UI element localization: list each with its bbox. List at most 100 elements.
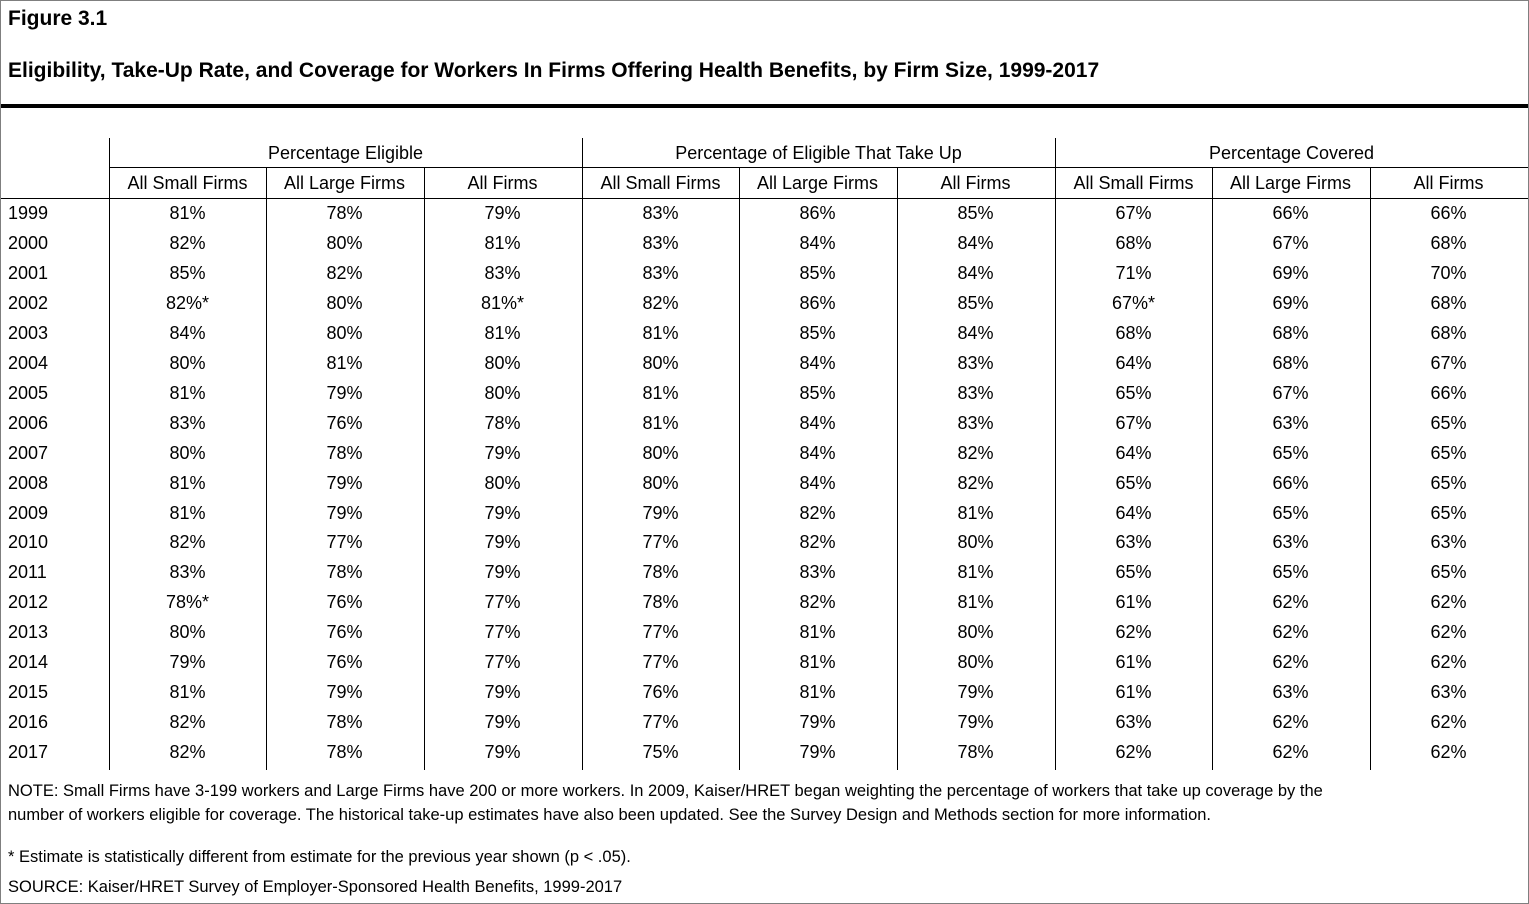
table-cell: 85%	[169, 262, 206, 283]
note-line-1: NOTE: Small Firms have 3-199 workers and…	[8, 782, 1323, 800]
row-year-label: 2016	[8, 712, 49, 733]
table-cell: 79%	[484, 562, 521, 583]
table-cell: 70%	[1430, 262, 1467, 283]
table-cell: 85%	[799, 322, 836, 343]
table-cell: 82%	[169, 532, 206, 553]
table-cell: 79%	[326, 502, 363, 523]
column-header: All Large Firms	[283, 173, 406, 193]
table-cell: 80%	[957, 652, 994, 673]
table-cell: 81%	[484, 322, 521, 343]
table-cell: 82%	[169, 232, 206, 253]
note-line-2: number of workers eligible for coverage.…	[8, 806, 1212, 824]
table-cell: 85%	[957, 292, 994, 313]
table-cell: 67%	[1115, 203, 1152, 223]
table-cell: 79%	[484, 742, 521, 763]
table-cell: 80%	[484, 382, 521, 403]
table-cell: 78%*	[165, 592, 210, 613]
group-underline	[110, 167, 582, 168]
table-cell: 67%*	[1111, 292, 1156, 313]
table-cell: 81%	[799, 682, 836, 703]
table-cell: 82%	[642, 292, 679, 313]
table-cell: 83%	[169, 562, 206, 583]
table-cell: 63%	[1272, 532, 1309, 553]
table-cell: 67%	[1430, 352, 1467, 373]
table-cell: 76%	[326, 622, 363, 643]
table-cell: 62%	[1430, 622, 1467, 643]
table-cell: 76%	[326, 652, 363, 673]
table-cell: 62%	[1272, 622, 1309, 643]
table-cell: 79%	[957, 682, 994, 703]
table-cell: 78%	[326, 712, 363, 733]
table-cell: 69%	[1272, 262, 1309, 283]
table-cell: 79%	[642, 502, 679, 523]
table-cell: 79%	[484, 712, 521, 733]
table-cell: 80%	[169, 622, 206, 643]
table-cell: 76%	[326, 592, 363, 613]
figure-title: Eligibility, Take-Up Rate, and Coverage …	[8, 59, 1100, 82]
table-cell: 81%	[642, 382, 679, 403]
table-cell: 84%	[799, 232, 836, 253]
row-year-label: 2002	[8, 292, 49, 313]
table-cell: 77%	[326, 532, 363, 553]
column-header: All Large Firms	[1229, 173, 1352, 193]
column-separator-line	[424, 168, 425, 770]
table-cell: 79%	[799, 712, 836, 733]
table-cell: 65%	[1430, 472, 1467, 493]
row-year-label: 2006	[8, 412, 49, 433]
row-year-label: 2011	[8, 562, 47, 583]
table-cell: 65%	[1430, 502, 1467, 523]
table-cell: 61%	[1115, 592, 1152, 613]
table-cell: 79%	[326, 382, 363, 403]
table-cell: 84%	[957, 262, 994, 283]
table-cell: 80%	[642, 352, 679, 373]
table-cell: 81%	[957, 502, 994, 523]
table-cell: 62%	[1272, 712, 1309, 733]
table-cell: 79%	[484, 532, 521, 553]
table-cell: 82%	[169, 742, 206, 763]
row-year-label: 2015	[8, 682, 49, 703]
table-cell: 81%	[169, 203, 206, 223]
table-cell: 82%	[799, 502, 836, 523]
column-header: All Small Firms	[1073, 173, 1194, 193]
table-cell: 83%	[957, 352, 994, 373]
table-cell: 78%	[957, 742, 994, 763]
table-cell: 82%	[957, 442, 994, 463]
table-cell: 62%	[1430, 712, 1467, 733]
table-cell: 65%	[1430, 442, 1467, 463]
column-separator-line	[1212, 168, 1213, 770]
table-cell: 66%	[1430, 203, 1467, 223]
table-cell: 78%	[642, 592, 679, 613]
table-cell: 71%	[1115, 262, 1152, 283]
group-separator-line	[582, 138, 583, 770]
table-cell: 79%	[484, 502, 521, 523]
table-cell: 62%	[1272, 742, 1309, 763]
group-separator-line	[109, 138, 110, 770]
table-cell: 81%	[642, 412, 679, 433]
table-cell: 79%	[484, 442, 521, 463]
table-cell: 81%	[484, 232, 521, 253]
table-cell: 82%	[799, 592, 836, 613]
table-cell: 79%	[484, 203, 521, 223]
table-cell: 84%	[799, 442, 836, 463]
table-cell: 83%	[484, 262, 521, 283]
table-cell: 85%	[957, 203, 994, 223]
table-cell: 62%	[1272, 652, 1309, 673]
table-cell: 80%	[642, 472, 679, 493]
group-separator-line	[1055, 138, 1056, 770]
table-cell: 77%	[642, 622, 679, 643]
table-cell: 80%	[169, 442, 206, 463]
table-cell: 62%	[1115, 742, 1152, 763]
table-cell: 83%	[799, 562, 836, 583]
table-cell: 80%	[957, 532, 994, 553]
table-cell: 78%	[484, 412, 521, 433]
figure-label: Figure 3.1	[8, 7, 108, 30]
table-cell: 78%	[642, 562, 679, 583]
row-year-label: 2012	[8, 592, 49, 613]
table-cell: 84%	[957, 232, 994, 253]
table-cell: 81%	[326, 352, 363, 373]
table-cell: 68%	[1272, 322, 1309, 343]
table-cell: 66%	[1430, 382, 1467, 403]
table-cell: 62%	[1430, 652, 1467, 673]
table-cell: 79%	[957, 712, 994, 733]
row-year-label: 2004	[8, 352, 49, 373]
